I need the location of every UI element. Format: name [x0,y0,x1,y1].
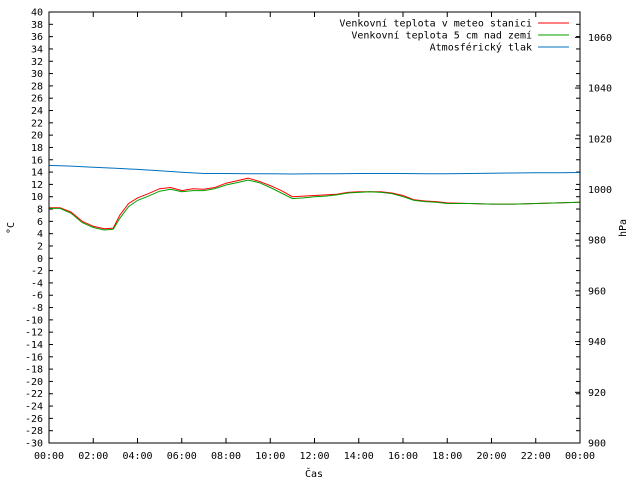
series-line-3 [48,164,581,175]
y-tick-label: -18 [25,365,43,376]
y-tick-label: -10 [25,315,43,326]
plot-lines [48,164,581,231]
legend: Venkovní teplota v meteo staniciVenkovní… [339,18,569,54]
y-tick-label: -24 [25,402,43,413]
y2-axis-label: hPa [618,219,629,237]
y-tick-label: 30 [31,69,43,80]
y-tick-label: 36 [31,32,43,43]
x-tick-label: 22:00 [521,451,551,462]
y-tick-label: 18 [31,143,43,154]
y-tick-label: 16 [31,155,43,166]
x-tick-label: 08:00 [211,451,241,462]
y-tick-label: 40 [31,8,43,19]
y-tick-label: -6 [31,291,43,302]
x-axis-ticks: 00:00 02:00 04:00 06:00 08:00 10:00 12:00 14:00… [34,12,595,462]
x-tick-label: 00:00 [34,451,64,462]
x-tick-label: 14:00 [344,451,374,462]
x-tick-label: 18:00 [432,451,462,462]
y-tick-label: 26 [31,94,43,105]
y-tick-label: 6 [37,217,43,228]
x-tick-label: 04:00 [122,451,152,462]
y-tick-label: -30 [25,439,43,450]
y-tick-label: -12 [25,328,43,339]
y-tick-label: 34 [31,44,43,55]
series-line-2 [49,179,581,231]
y-tick-label: 14 [31,168,43,179]
y-tick-label: -2 [31,266,43,277]
y-tick-label: -28 [25,426,43,437]
plot-frame [48,11,581,444]
y2-tick-label: 1000 [588,185,612,196]
x-tick-label: 06:00 [167,451,197,462]
y-axis-label: °C [6,222,17,234]
y-tick-label: -20 [25,377,43,388]
y-tick-label: 32 [31,57,43,68]
y-tick-label: 38 [31,20,43,31]
y-tick-label: -4 [31,278,43,289]
y-tick-label: 4 [37,229,43,240]
x-tick-label: 00:00 [565,451,595,462]
legend-label-1: Venkovní teplota v meteo stanici [339,18,532,30]
y2-tick-label: 920 [588,388,606,399]
y-tick-label: -8 [31,303,43,314]
y-tick-label: 22 [31,118,43,129]
y-tick-label: 10 [31,192,43,203]
series-line-1 [49,177,581,230]
y2-tick-label: 980 [588,236,606,247]
y-tick-label: 20 [31,131,43,142]
y-tick-label: 28 [31,81,43,92]
y2-tick-label: 960 [588,286,606,297]
y2-tick-label: 940 [588,337,606,348]
x-tick-label: 12:00 [299,451,329,462]
y2-axis-ticks: 900 920 940 960 980 1000 1020 1040 1060 [575,33,612,450]
y2-tick-label: 1020 [588,134,612,145]
y-tick-label: -26 [25,414,43,425]
y-tick-label: -16 [25,352,43,363]
y-tick-label: 8 [37,205,43,216]
x-tick-label: 16:00 [388,451,418,462]
y-tick-label: 12 [31,180,43,191]
y-tick-label: -14 [25,340,43,351]
x-tick-label: 10:00 [255,451,285,462]
y2-tick-label: 900 [588,439,606,450]
legend-label-3: Atmosférický tlak [430,42,532,54]
x-tick-label: 20:00 [476,451,506,462]
x-tick-label: 02:00 [78,451,108,462]
y2-tick-label: 1060 [588,33,612,44]
y-tick-label: 2 [37,241,43,252]
legend-label-2: Venkovní teplota 5 cm nad zemí [351,30,532,42]
y2-tick-label: 1040 [588,84,612,95]
y-tick-label: 24 [31,106,43,117]
y-tick-label: -22 [25,389,43,400]
y-axis-ticks: -30-28-26-24-22-20-18-16-14-12-10-8-6-4-… [25,8,580,450]
y-tick-label: 0 [37,254,43,265]
x-axis-label: Čas [305,467,323,480]
